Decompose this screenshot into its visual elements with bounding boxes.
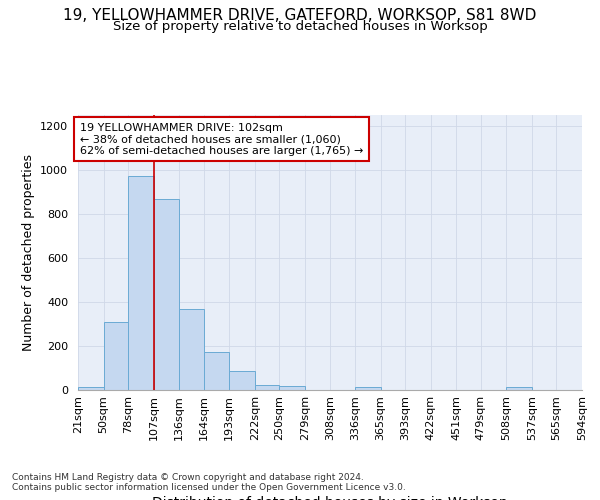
Bar	[255, 384, 280, 390]
Text: 19 YELLOWHAMMER DRIVE: 102sqm
← 38% of detached houses are smaller (1,060)
62% o: 19 YELLOWHAMMER DRIVE: 102sqm ← 38% of d…	[80, 122, 363, 156]
Bar	[355, 386, 380, 390]
Y-axis label: Number of detached properties: Number of detached properties	[22, 154, 35, 351]
Bar	[128, 176, 154, 390]
Bar	[104, 322, 128, 390]
Bar	[204, 352, 229, 390]
Text: Contains HM Land Registry data © Crown copyright and database right 2024.
Contai: Contains HM Land Registry data © Crown c…	[12, 472, 406, 492]
Bar	[280, 386, 305, 390]
Bar	[179, 308, 204, 390]
Bar	[229, 372, 255, 390]
Bar	[154, 198, 179, 390]
Bar	[506, 386, 532, 390]
X-axis label: Distribution of detached houses by size in Worksop: Distribution of detached houses by size …	[152, 496, 508, 500]
Text: 19, YELLOWHAMMER DRIVE, GATEFORD, WORKSOP, S81 8WD: 19, YELLOWHAMMER DRIVE, GATEFORD, WORKSO…	[64, 8, 536, 22]
Text: Size of property relative to detached houses in Worksop: Size of property relative to detached ho…	[113, 20, 487, 33]
Bar	[78, 386, 104, 390]
